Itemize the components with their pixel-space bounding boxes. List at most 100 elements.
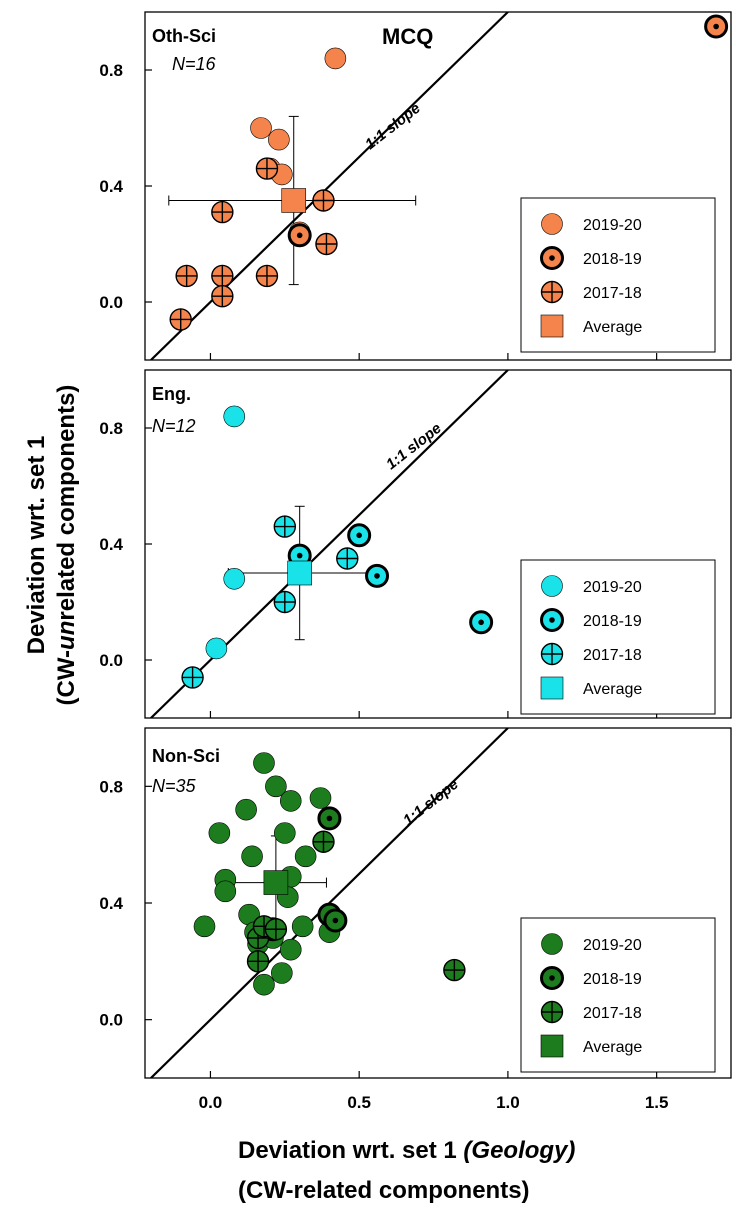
average-marker xyxy=(287,560,312,586)
data-point xyxy=(255,157,279,180)
points-group xyxy=(193,752,466,996)
data-point xyxy=(274,822,296,844)
legend-marker xyxy=(540,642,564,666)
data-point xyxy=(347,523,372,548)
panel-n-label: N=35 xyxy=(152,776,197,796)
data-point xyxy=(315,232,338,256)
panel-title: Oth-Sci xyxy=(152,26,216,46)
data-point xyxy=(704,14,729,39)
data-point xyxy=(336,547,359,570)
data-point xyxy=(253,973,275,996)
data-point xyxy=(241,845,263,868)
legend-label: 2019-20 xyxy=(583,579,642,596)
panel-n-label: N=12 xyxy=(152,416,196,436)
y-tick-label: 0.4 xyxy=(99,177,123,196)
one-to-one-line xyxy=(150,12,509,360)
data-point xyxy=(365,563,390,588)
x-axis-label-line1-italic: (Geology) xyxy=(463,1137,575,1164)
legend: 2019-20 2018-19 2017-18 Average xyxy=(520,559,716,715)
legend-marker xyxy=(540,280,564,304)
legend-marker xyxy=(541,213,563,235)
data-point xyxy=(255,264,279,288)
data-point xyxy=(271,962,293,984)
one-to-one-line xyxy=(150,370,509,718)
ticks-group: 0.0 0.4 0.8 xyxy=(99,61,658,360)
data-point xyxy=(279,790,302,812)
data-point xyxy=(169,308,192,331)
x-tick-label: 1.5 xyxy=(645,1093,669,1112)
legend-label: 2018-19 xyxy=(583,971,642,988)
y-tick-label: 0.0 xyxy=(99,651,123,670)
legend-label: 2019-20 xyxy=(583,217,642,234)
slope-label: 1:1 slope xyxy=(362,100,424,153)
panel-non-sci: 0.0 0.4 0.8 Non-Sci N=35 1:1 slope 2019-20… xyxy=(99,727,732,1079)
x-tick-label: 1.0 xyxy=(496,1093,520,1112)
y-tick-label: 0.8 xyxy=(99,61,123,80)
data-point xyxy=(294,845,317,868)
slope-label: 1:1 slope xyxy=(383,420,445,473)
x-axis-label-line1: Deviation wrt. set 1 (Geology) xyxy=(238,1137,575,1164)
data-point xyxy=(324,47,347,70)
data-point xyxy=(223,405,246,428)
ticks-group: 0.0 0.4 0.8 xyxy=(99,419,658,718)
data-point xyxy=(273,590,297,614)
legend-label: 2017-18 xyxy=(583,647,642,664)
data-point xyxy=(253,752,275,774)
legend-marker xyxy=(540,966,564,990)
data-point xyxy=(208,822,231,844)
data-point xyxy=(175,264,198,288)
data-point xyxy=(317,806,342,831)
y-axis-label-line2-italic: un xyxy=(53,621,80,650)
y-axis-label-line2: (CW-unrelated components) xyxy=(53,385,80,706)
data-point xyxy=(268,128,290,151)
data-point xyxy=(279,938,302,961)
x-axis-label-line2: (CW-related components) xyxy=(238,1177,530,1204)
legend-label: Average xyxy=(583,319,642,336)
data-point xyxy=(211,264,234,288)
legend-label: 2017-18 xyxy=(583,1005,642,1022)
data-point xyxy=(235,798,257,821)
legend-label: Average xyxy=(583,681,642,698)
panel-oth-sci: 0.0 0.4 0.8 Oth-Sci N=16 MCQ 1:1 slope 201… xyxy=(99,11,732,361)
ticks-group: 0.0 0.4 0.8 xyxy=(99,777,658,1078)
legend-marker xyxy=(540,314,564,338)
legend-marker xyxy=(540,246,564,270)
y-tick-label: 0.8 xyxy=(99,777,123,796)
reference-line-group xyxy=(150,12,509,360)
legend-label: 2017-18 xyxy=(583,285,642,302)
legend-label: Average xyxy=(583,1039,642,1056)
legend-marker xyxy=(540,608,564,632)
x-axis-label-line1-prefix: Deviation wrt. set 1 xyxy=(238,1137,463,1164)
data-point xyxy=(287,223,312,248)
legend-label: 2019-20 xyxy=(583,937,642,954)
reference-line-group xyxy=(150,370,509,718)
points-group xyxy=(169,14,729,331)
data-point xyxy=(273,515,297,538)
data-point xyxy=(264,918,288,941)
x-tick-label: 0.0 xyxy=(199,1093,223,1112)
legend-marker xyxy=(541,575,563,597)
y-tick-label: 0.4 xyxy=(99,894,123,913)
data-point xyxy=(323,908,348,933)
data-point xyxy=(312,830,335,853)
x-tick-label: 0.5 xyxy=(347,1093,371,1112)
data-point xyxy=(193,915,216,938)
legend-marker xyxy=(540,1000,564,1024)
average-marker xyxy=(263,870,289,895)
data-point xyxy=(309,787,332,809)
y-axis-label-line2-suffix: related components) xyxy=(53,385,80,621)
data-point xyxy=(214,880,237,903)
y-axis-label-line2-prefix: (CW- xyxy=(53,650,80,706)
data-point xyxy=(312,189,335,212)
y-axis-label-line1: Deviation wrt. set 1 xyxy=(23,436,50,655)
data-point xyxy=(469,610,494,635)
legend-label: 2018-19 xyxy=(583,251,642,268)
legend-marker xyxy=(541,933,563,955)
average-marker xyxy=(281,188,307,213)
panel-title: Non-Sci xyxy=(152,746,220,766)
y-tick-label: 0.8 xyxy=(99,419,123,438)
legend-marker xyxy=(540,1034,564,1058)
data-point xyxy=(250,117,272,139)
data-point xyxy=(223,567,246,590)
